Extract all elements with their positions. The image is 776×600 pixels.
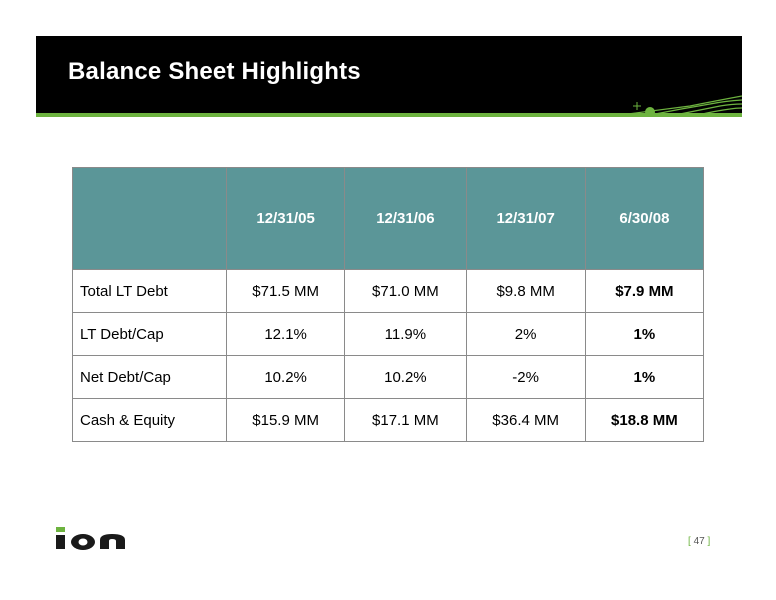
table-cell: 2% <box>465 312 586 356</box>
table-cell: $36.4 MM <box>465 398 586 442</box>
row-label: Total LT Debt <box>72 269 227 313</box>
field-landscape-icon <box>620 95 742 116</box>
table-row: Cash & Equity $15.9 MM $17.1 MM $36.4 MM… <box>72 398 705 442</box>
header-accent-stripe <box>36 113 742 117</box>
table-cell: $71.0 MM <box>344 269 467 313</box>
row-label: LT Debt/Cap <box>72 312 227 356</box>
table-cell: $71.5 MM <box>225 269 346 313</box>
table-header-cell: 12/31/06 <box>344 167 467 270</box>
table-cell: 11.9% <box>344 312 467 356</box>
table-cell: 10.2% <box>225 355 346 399</box>
table-row: Net Debt/Cap 10.2% 10.2% -2% 1% <box>72 355 705 399</box>
table-cell: 1% <box>584 312 705 356</box>
table-header-cell: 12/31/05 <box>225 167 346 270</box>
table-row: LT Debt/Cap 12.1% 11.9% 2% 1% <box>72 312 705 356</box>
table-cell: -2% <box>465 355 586 399</box>
table-header-cell: 6/30/08 <box>584 167 705 270</box>
balance-sheet-table: 12/31/05 12/31/06 12/31/07 6/30/08 Total… <box>72 167 705 442</box>
slide-title: Balance Sheet Highlights <box>68 58 361 85</box>
page-number: [ 47 ] <box>688 536 711 547</box>
table-header-cell: 12/31/07 <box>465 167 586 270</box>
ion-logo <box>56 527 125 550</box>
table-header-row: 12/31/05 12/31/06 12/31/07 6/30/08 <box>72 167 705 270</box>
table-cell: $7.9 MM <box>584 269 705 313</box>
table-cell: $18.8 MM <box>584 398 705 442</box>
header-bar <box>36 36 742 114</box>
row-label: Cash & Equity <box>72 398 227 442</box>
table-cell: $17.1 MM <box>344 398 467 442</box>
table-row: Total LT Debt $71.5 MM $71.0 MM $9.8 MM … <box>72 269 705 313</box>
table-cell: $15.9 MM <box>225 398 346 442</box>
table-cell: 10.2% <box>344 355 467 399</box>
table-cell: 12.1% <box>225 312 346 356</box>
table-cell: 1% <box>584 355 705 399</box>
table-cell: $9.8 MM <box>465 269 586 313</box>
table-header-cell <box>72 167 227 270</box>
row-label: Net Debt/Cap <box>72 355 227 399</box>
